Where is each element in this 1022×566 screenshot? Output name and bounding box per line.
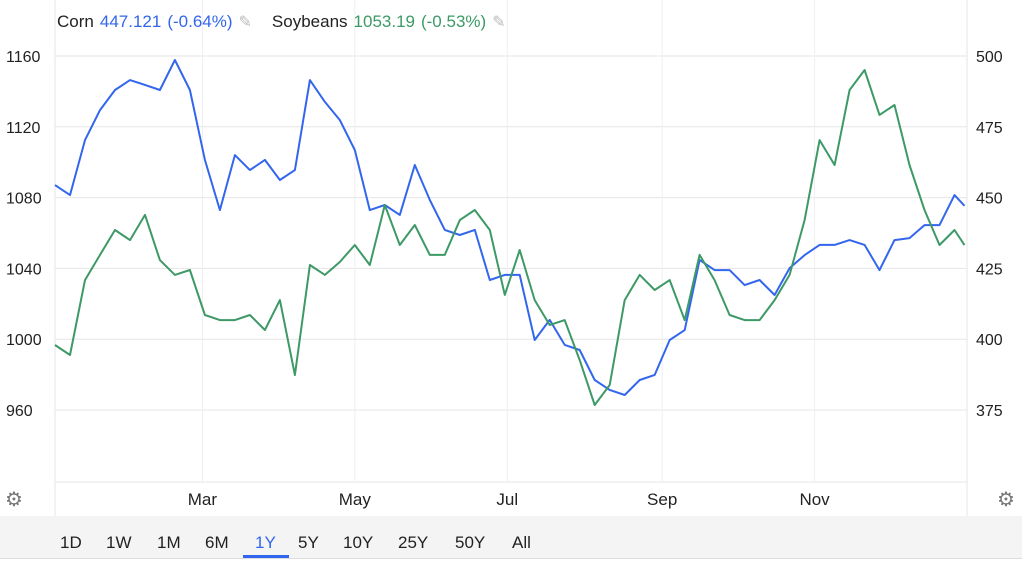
series-line-soybeans <box>54 69 966 406</box>
range-button-5y[interactable]: 5Y <box>298 533 319 552</box>
legend: Corn 447.121 (-0.64%) ✎ Soybeans 1053.19… <box>57 12 520 32</box>
right-axis-tick-label: 475 <box>976 120 1003 137</box>
range-button-1m[interactable]: 1M <box>157 533 181 552</box>
x-axis-tick-label: Mar <box>188 490 218 509</box>
chart: 960 1000 1040 1080 1120 1160 375 400 425 450 475 50… <box>6 0 1003 516</box>
x-axis-tick-label: May <box>339 490 372 509</box>
x-axis-tick-label: Jul <box>496 490 518 509</box>
range-button-1y[interactable]: 1Y <box>255 533 276 552</box>
left-axis-tick-label: 1080 <box>6 191 42 208</box>
legend-soy-name: Soybeans <box>271 12 348 31</box>
left-axis-tick-label: 1160 <box>6 49 41 66</box>
x-axis-tick-label: Sep <box>647 490 677 509</box>
series-line-corn <box>54 59 966 396</box>
right-axis-tick-label: 375 <box>976 403 1003 420</box>
range-button-1w[interactable]: 1W <box>106 533 132 552</box>
right-axis-tick-label: 425 <box>976 261 1003 278</box>
edit-soy-pencil-icon[interactable]: ✎ <box>492 14 506 31</box>
legend-corn-value: 447.121 <box>99 12 162 31</box>
range-button-10y[interactable]: 10Y <box>343 533 374 552</box>
legend-soy-change: (-0.53%) <box>420 12 487 31</box>
legend-soy-value: 1053.19 <box>353 12 415 31</box>
range-button-50y[interactable]: 50Y <box>455 533 486 552</box>
left-axis-tick-label: 960 <box>6 403 33 420</box>
right-settings-gear-icon[interactable]: ⚙ <box>997 489 1015 511</box>
right-axis-tick-label: 400 <box>976 332 1003 349</box>
legend-corn-name: Corn <box>57 12 94 31</box>
legend-corn-change: (-0.64%) <box>167 12 233 31</box>
range-button-1d[interactable]: 1D <box>60 533 82 552</box>
left-axis-tick-label: 1000 <box>6 332 42 349</box>
right-axis-tick-label: 450 <box>976 191 1003 208</box>
range-selector: 1D 1W 1M 6M 1Y 5Y 10Y 25Y 50Y All <box>0 516 1022 559</box>
active-range-underline <box>243 555 289 558</box>
edit-corn-pencil-icon[interactable]: ✎ <box>238 14 252 31</box>
left-axis-tick-label: 1120 <box>6 120 41 137</box>
left-axis-tick-label: 1040 <box>6 261 42 278</box>
right-axis-tick-label: 500 <box>976 49 1003 66</box>
range-button-all[interactable]: All <box>512 533 531 552</box>
range-button-6m[interactable]: 6M <box>205 533 229 552</box>
range-button-25y[interactable]: 25Y <box>398 533 429 552</box>
left-settings-gear-icon[interactable]: ⚙ <box>5 489 23 511</box>
x-axis-tick-label: Nov <box>799 490 830 509</box>
